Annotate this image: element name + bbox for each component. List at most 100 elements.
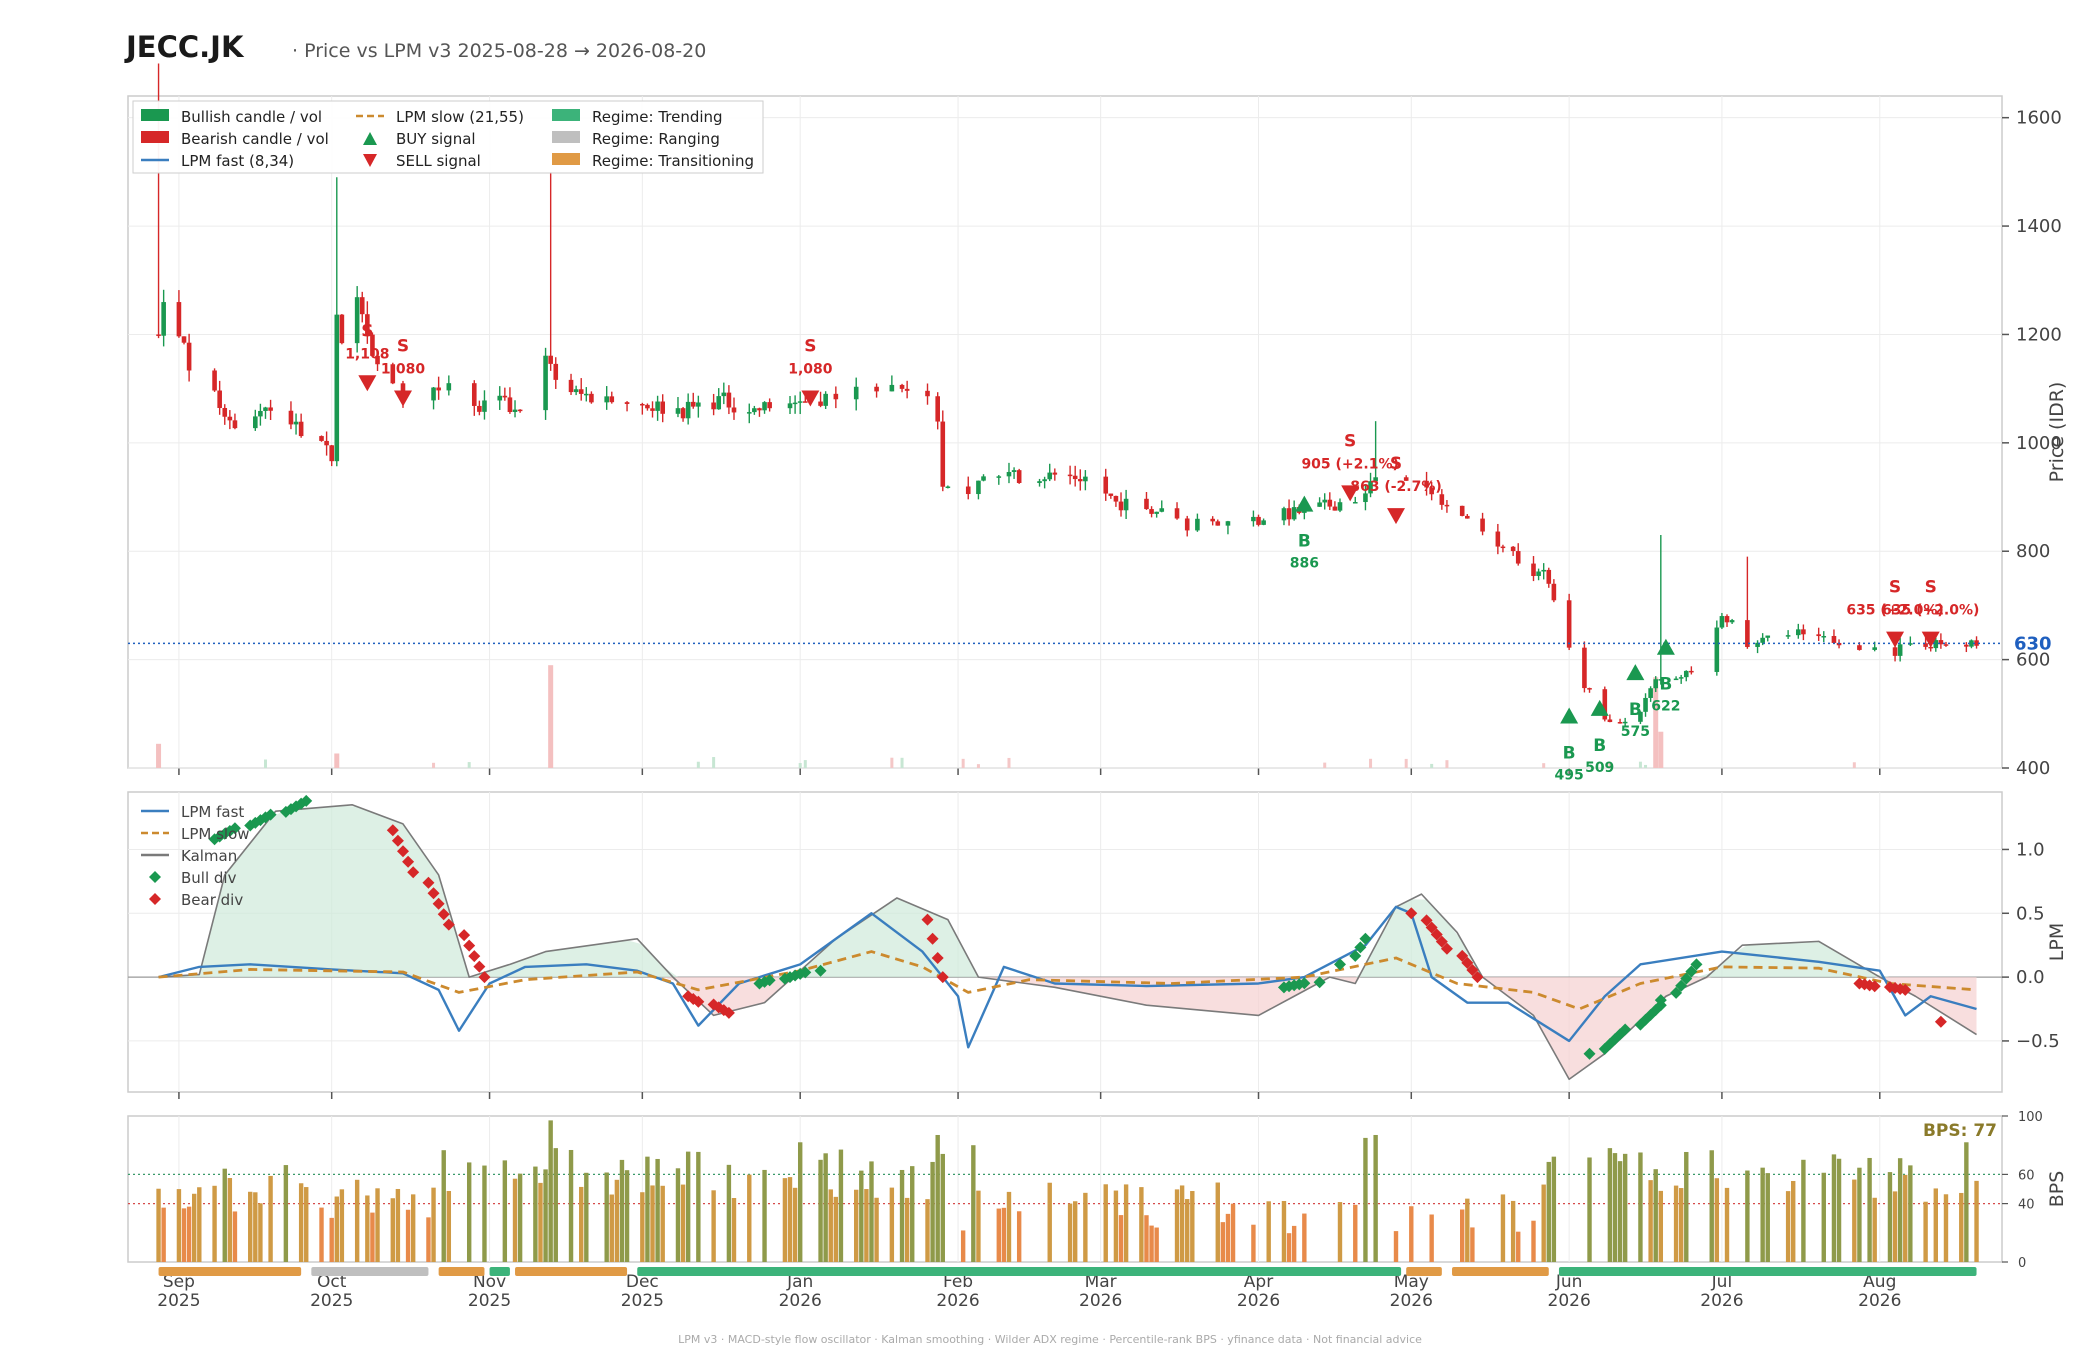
candle-body — [1897, 644, 1903, 656]
bps-bar — [731, 1198, 737, 1262]
candle-body — [787, 403, 793, 409]
bps-bar — [1251, 1224, 1256, 1262]
regime-band-trending — [489, 1267, 510, 1276]
candle-body — [1566, 600, 1572, 648]
bull-div-marker — [814, 964, 827, 977]
candle-body — [711, 402, 716, 410]
candle-body — [1622, 721, 1628, 724]
candle-body — [293, 421, 299, 425]
volume-bar — [696, 761, 700, 768]
bull-div-marker — [1333, 958, 1346, 971]
bps-bar — [680, 1184, 686, 1262]
candle-body — [1653, 679, 1659, 689]
candle-body — [752, 408, 757, 413]
x-tick-year: 2025 — [468, 1291, 511, 1311]
volume-bar — [156, 743, 162, 768]
bps-bar — [1745, 1170, 1750, 1262]
bear-div-marker — [1435, 935, 1448, 948]
bps-bar — [782, 1178, 788, 1262]
bps-bar — [1363, 1137, 1368, 1262]
bps-bar — [1286, 1233, 1292, 1262]
bps-bar — [1067, 1203, 1073, 1262]
candle-body — [940, 421, 946, 487]
candle-body — [655, 401, 660, 411]
x-tick-year: 2026 — [1390, 1291, 1433, 1311]
bps-bar — [1510, 1200, 1516, 1262]
candle-body — [1643, 697, 1648, 712]
lpm-tick-label: 1.0 — [2016, 839, 2045, 860]
candle-body — [1159, 508, 1165, 512]
bps-bar — [1903, 1174, 1908, 1262]
candle-body — [1052, 472, 1058, 475]
bps-bar — [365, 1195, 370, 1262]
legend-swatch-bear — [141, 131, 169, 143]
candle-body — [1510, 546, 1516, 552]
candle-body — [1108, 493, 1114, 496]
bps-bar — [1516, 1231, 1521, 1262]
candle-body — [222, 407, 228, 417]
bps-bar — [1500, 1194, 1506, 1262]
candle-body — [288, 410, 294, 425]
candle-body — [1745, 620, 1750, 647]
sell-signal-marker — [1387, 508, 1406, 525]
bps-bar — [482, 1165, 487, 1262]
candle-body — [1872, 647, 1877, 650]
sell-signal-price: 1,080 — [788, 361, 833, 377]
bps-bar — [354, 1179, 360, 1262]
candle-body — [431, 387, 436, 401]
candle-body — [767, 402, 772, 409]
bps-bar — [655, 1158, 660, 1262]
x-tick-month: May — [1394, 1272, 1429, 1292]
bps-bar — [1892, 1191, 1898, 1262]
candle-body — [365, 314, 370, 335]
candle-body — [507, 397, 513, 413]
bps-bar — [466, 1162, 472, 1262]
candle-body — [899, 384, 905, 389]
bps-bar — [1546, 1161, 1551, 1262]
candle-body — [370, 334, 375, 356]
buy-signal-label: B — [1298, 532, 1311, 552]
bps-bar — [1149, 1225, 1154, 1262]
candle-body — [904, 388, 910, 391]
candle-body — [217, 390, 222, 408]
candle-body — [1195, 518, 1200, 531]
bps-bar — [426, 1217, 431, 1262]
candle-body — [1943, 644, 1949, 646]
price-tick-label: 1000 — [2016, 433, 2062, 454]
candle-body — [604, 396, 609, 403]
legend-label: LPM fast — [181, 803, 244, 821]
bps-bar — [971, 1145, 976, 1262]
candle-body — [696, 402, 701, 407]
candle-body — [1908, 643, 1913, 645]
candle-body — [1047, 472, 1053, 480]
bps-bar — [1648, 1180, 1653, 1262]
candle-body — [1439, 494, 1445, 505]
bps-bar — [579, 1186, 584, 1262]
candle-body — [624, 402, 630, 404]
bps-tick-label: 60 — [2018, 1168, 2035, 1183]
lpm-slow-line — [158, 950, 1977, 1011]
bps-bar — [624, 1170, 630, 1262]
candle-body — [889, 384, 895, 392]
bps-bar — [283, 1165, 289, 1262]
candle-body — [1261, 520, 1266, 525]
bear-div-marker — [1420, 914, 1433, 927]
candle-body — [996, 476, 1002, 478]
candle-body — [1103, 476, 1109, 494]
bps-bar — [405, 1209, 411, 1262]
bear-div-marker — [463, 939, 476, 952]
candle-body — [1281, 508, 1287, 521]
volume-bar — [1608, 762, 1612, 768]
bps-bar — [1821, 1172, 1826, 1262]
candle-body — [1821, 635, 1827, 638]
bps-bar — [304, 1187, 309, 1262]
candle-body — [1403, 477, 1409, 481]
bps-bar — [792, 1187, 798, 1262]
candle-body — [874, 386, 879, 392]
legend-swatch-buy — [363, 132, 377, 145]
candle-body — [721, 392, 727, 397]
bps-bar — [517, 1173, 523, 1262]
bps-bar — [660, 1185, 665, 1262]
buy-signal-label: B — [1629, 700, 1642, 720]
